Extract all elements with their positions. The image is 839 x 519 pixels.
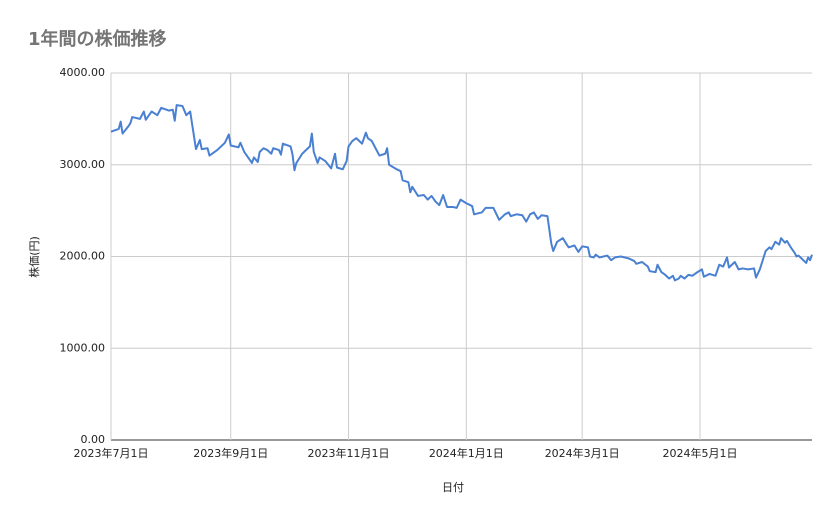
x-tick-label: 2024年3月1日 (545, 446, 620, 460)
y-tick-label: 0.00 (81, 433, 106, 446)
x-tick-label: 2023年11月1日 (308, 446, 390, 460)
x-tick-label: 2023年7月1日 (74, 446, 149, 460)
y-axis-label: 株価(円) (27, 236, 41, 278)
x-axis-label: 日付 (442, 481, 464, 494)
x-tick-label: 2024年1月1日 (429, 446, 504, 460)
chart-title: 1年間の株価推移 (28, 28, 167, 50)
x-tick-label: 2024年5月1日 (662, 446, 737, 460)
y-tick-label: 1000.00 (60, 341, 106, 354)
data-line (110, 104, 813, 282)
y-tick-label: 3000.00 (60, 158, 106, 171)
y-tick-label: 2000.00 (60, 250, 106, 263)
y-tick-label: 4000.00 (60, 66, 106, 79)
x-tick-label: 2023年9月1日 (193, 446, 268, 460)
